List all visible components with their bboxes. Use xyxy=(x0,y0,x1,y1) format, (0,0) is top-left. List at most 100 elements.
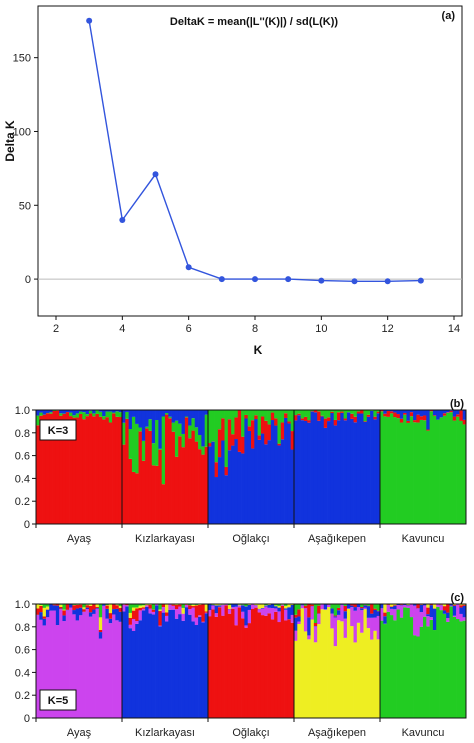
structure-bar-segment xyxy=(174,604,179,605)
structure-bar-segment xyxy=(69,604,73,608)
structure-bar-segment xyxy=(446,412,450,524)
structure-bar-segment xyxy=(42,414,47,524)
y-tick-label: 0.2 xyxy=(15,690,30,702)
structure-bar-segment xyxy=(118,604,123,607)
structure-bar-segment xyxy=(82,412,86,420)
structure-bar-segment xyxy=(198,615,202,617)
structure-bar-segment xyxy=(346,608,351,718)
structure-bar-segment xyxy=(257,609,262,613)
structure-bar-segment xyxy=(363,605,368,608)
panel-label: (c) xyxy=(451,592,465,604)
structure-bar-segment xyxy=(227,604,232,606)
structure-bar-segment xyxy=(436,419,440,524)
structure-bar-segment xyxy=(241,436,245,454)
structure-bar-segment xyxy=(449,412,454,524)
structure-bar-segment xyxy=(95,606,100,608)
structure-bar-segment xyxy=(297,621,301,624)
structure-bar-segment xyxy=(227,605,232,610)
structure-bar-segment xyxy=(350,413,354,419)
deltak-point xyxy=(218,276,225,283)
structure-bar-segment xyxy=(138,427,143,432)
structure-bar-segment xyxy=(277,607,282,612)
structure-bar-segment xyxy=(214,605,219,614)
structure-bar-segment xyxy=(343,420,348,524)
structure-bar-segment xyxy=(247,604,252,610)
structure-bar-segment xyxy=(383,604,387,613)
structure-bar-segment xyxy=(251,609,255,718)
panel-label: (b) xyxy=(450,398,464,410)
structure-bar-segment xyxy=(419,410,424,417)
structure-bar-segment xyxy=(231,608,235,718)
structure-bar-segment xyxy=(145,604,149,606)
structure-bar-segment xyxy=(131,610,136,619)
structure-bar-segment xyxy=(439,605,444,611)
structure-bar-segment xyxy=(274,418,278,426)
structure-bar-segment xyxy=(135,473,139,524)
structure-bar-segment xyxy=(280,605,285,718)
structure-bar-segment xyxy=(151,609,156,612)
structure-bar-segment xyxy=(251,448,255,524)
structure-bar-segment xyxy=(449,410,454,413)
structure-bar-segment xyxy=(393,410,397,413)
k-label-background xyxy=(39,419,77,441)
structure-bar-segment xyxy=(39,605,43,613)
structure-bar-segment xyxy=(138,604,143,606)
structure-bar-segment xyxy=(102,419,106,524)
structure-bar-segment xyxy=(45,410,50,413)
structure-bar-segment xyxy=(287,607,292,620)
structure-bar-segment xyxy=(141,605,146,608)
structure-bar-segment xyxy=(452,616,457,718)
structure-bar-segment xyxy=(459,605,464,608)
structure-bar-segment xyxy=(118,621,123,718)
structure-bar-segment xyxy=(274,611,278,718)
structure-bar-segment xyxy=(340,410,344,412)
structure-bar-segment xyxy=(158,611,163,626)
structure-bar-segment xyxy=(290,622,295,718)
structure-bar-segment xyxy=(112,413,116,524)
deltak-point xyxy=(384,278,391,285)
structure-bar-segment xyxy=(346,412,351,524)
y-tick-label: 0 xyxy=(24,713,30,725)
structure-bar-segment xyxy=(145,428,149,524)
structure-bar-segment xyxy=(241,453,245,524)
structure-bar-segment xyxy=(247,609,252,624)
structure-bar-segment xyxy=(446,617,450,622)
structure-bar-segment xyxy=(327,607,331,718)
structure-bar-segment xyxy=(105,618,110,718)
structure-bar-segment xyxy=(118,611,123,622)
structure-bar-segment xyxy=(310,619,315,718)
structure-bar-segment xyxy=(267,604,272,608)
structure-bar-segment xyxy=(462,410,467,420)
structure-bar-segment xyxy=(138,607,143,611)
structure-bar-segment xyxy=(300,410,305,419)
structure-bar-segment xyxy=(432,415,437,416)
y-tick-label: 0.4 xyxy=(15,667,30,679)
structure-bar-segment xyxy=(247,410,252,427)
structure-bar-segment xyxy=(98,629,103,633)
structure-bar-segment xyxy=(217,457,222,524)
structure-bar-segment xyxy=(171,604,176,606)
structure-bar-segment xyxy=(353,604,358,608)
k-label-b: K=3 xyxy=(48,425,69,437)
structure-bar-segment xyxy=(161,612,166,718)
structure-bar-segment xyxy=(161,416,166,485)
structure-bar-segment xyxy=(178,606,182,615)
structure-bar-segment xyxy=(188,605,192,610)
structure-bar-segment xyxy=(446,612,450,618)
structure-bar-segment xyxy=(426,429,430,431)
structure-bar-segment xyxy=(337,620,341,718)
structure-bar-segment xyxy=(267,613,272,718)
structure-bar-segment xyxy=(138,431,143,524)
structure-bar-segment xyxy=(399,604,404,605)
structure-bar-segment xyxy=(337,614,341,621)
structure-bar-segment xyxy=(459,621,464,718)
structure-bar-segment xyxy=(383,410,387,414)
structure-bar-segment xyxy=(234,604,239,607)
k-label-background xyxy=(39,689,77,711)
structure-bar-segment xyxy=(36,615,40,718)
structure-bar-segment xyxy=(264,420,268,445)
structure-bar-segment xyxy=(290,614,295,623)
structure-bar-segment xyxy=(416,608,421,637)
population-label: Ayaş xyxy=(67,727,92,739)
